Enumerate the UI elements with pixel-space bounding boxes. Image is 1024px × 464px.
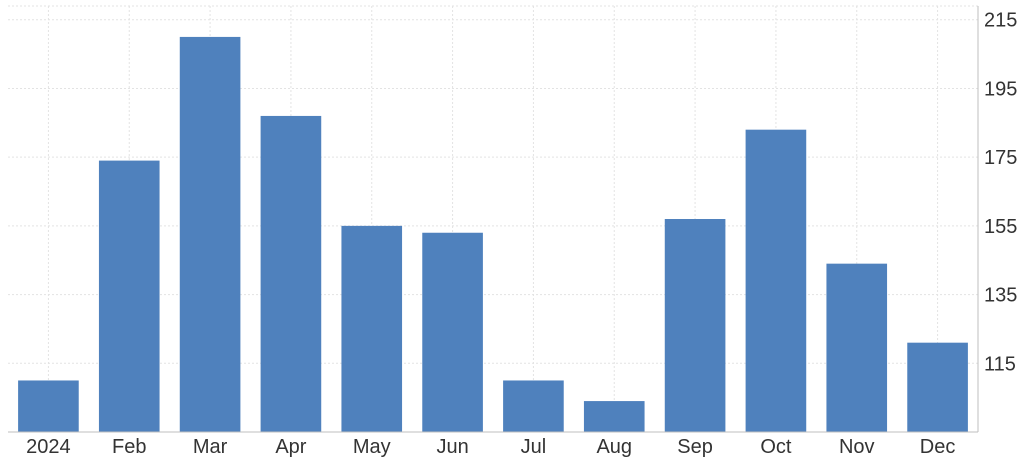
bar-series <box>18 36 968 433</box>
x-tick-label: Apr <box>275 436 306 458</box>
y-tick-label: 215 <box>984 10 1017 32</box>
bar-jul[interactable] <box>503 380 564 432</box>
x-tick-label: Jul <box>521 436 547 458</box>
bar-dec[interactable] <box>907 342 968 432</box>
y-axis-labels: 115 135 155 175 195 215 <box>984 10 1017 376</box>
x-tick-label: Feb <box>112 436 146 458</box>
y-tick-label: 135 <box>984 285 1017 307</box>
bar-2024[interactable] <box>18 380 79 432</box>
bar-sep[interactable] <box>664 219 726 432</box>
x-tick-label: Oct <box>760 436 792 458</box>
x-tick-label: Mar <box>193 436 228 458</box>
bar-jun[interactable] <box>422 232 483 432</box>
x-tick-label: Nov <box>839 436 875 458</box>
bar-mar[interactable] <box>179 36 241 433</box>
y-tick-label: 155 <box>984 216 1017 238</box>
x-axis-labels: 2024 Feb Mar Apr May Jun Jul Aug Sep Oct Nov Dec <box>26 436 955 458</box>
x-tick-label: Sep <box>677 436 713 458</box>
bar-apr[interactable] <box>260 115 322 432</box>
y-tick-label: 195 <box>984 78 1017 100</box>
bar-feb[interactable] <box>98 160 160 432</box>
bar-aug[interactable] <box>583 401 645 432</box>
x-tick-label: Jun <box>436 436 468 458</box>
bar-oct[interactable] <box>745 129 807 432</box>
x-tick-label: 2024 <box>26 436 71 458</box>
x-tick-label: Dec <box>920 436 956 458</box>
bar-nov[interactable] <box>826 263 888 432</box>
bar-may[interactable] <box>341 225 403 432</box>
y-tick-label: 175 <box>984 147 1017 169</box>
x-tick-label: Aug <box>596 436 632 458</box>
x-tick-label: May <box>353 436 391 458</box>
y-tick-label: 115 <box>984 353 1016 375</box>
